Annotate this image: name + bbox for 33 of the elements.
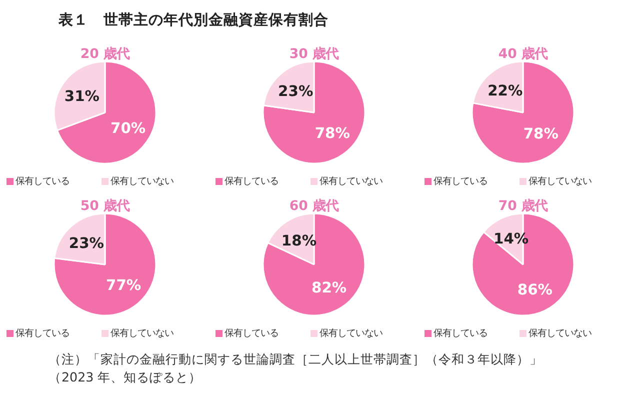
- slice-label: 保有している: [434, 176, 488, 187]
- data-label: 22%: [488, 82, 523, 100]
- text: （注）「家計の金融行動に関する世論調査［二人以上世帯調査］（令和３年以降）」: [48, 352, 542, 366]
- slice-label: 保有している: [224, 176, 278, 187]
- data-label: 82%: [311, 280, 347, 297]
- chart-title: 60 歳代: [289, 199, 339, 214]
- slice-label: 保有している: [224, 328, 278, 339]
- data-label: 31%: [64, 88, 100, 106]
- legend-label: 保有していない: [528, 176, 592, 187]
- data-label: 23%: [278, 82, 314, 100]
- legend-label: 保有していない: [110, 176, 174, 187]
- data-label: 14%: [494, 230, 529, 248]
- legend-label: 保有している: [16, 328, 70, 339]
- text: （2023 年、知るぽると）: [48, 370, 202, 384]
- legend-label: 保有していない: [320, 328, 382, 339]
- legend-label: 保有していない: [320, 176, 382, 187]
- data-label: 70%: [110, 120, 146, 137]
- legend-label: 保有していない: [110, 328, 174, 339]
- data-label: 86%: [517, 281, 553, 298]
- chart-title: 40 歳代: [498, 47, 548, 62]
- legend-label: 保有していない: [528, 328, 592, 339]
- chart-title: 50 歳代: [80, 199, 130, 214]
- chart-title: 70 歳代: [498, 199, 548, 214]
- legend-label: 保有している: [16, 176, 70, 187]
- chart-title: 30 歳代: [289, 47, 339, 62]
- chart-title: 20 歳代: [80, 47, 130, 62]
- data-label: 77%: [106, 277, 142, 294]
- data-label: 23%: [68, 234, 104, 252]
- slice-label: 保有している: [434, 328, 488, 339]
- data-label: 78%: [523, 126, 559, 143]
- text: 表１ 世帯主の年代別金融資産保有割合: [58, 10, 328, 28]
- data-label: 18%: [281, 232, 317, 250]
- data-label: 78%: [314, 125, 350, 142]
